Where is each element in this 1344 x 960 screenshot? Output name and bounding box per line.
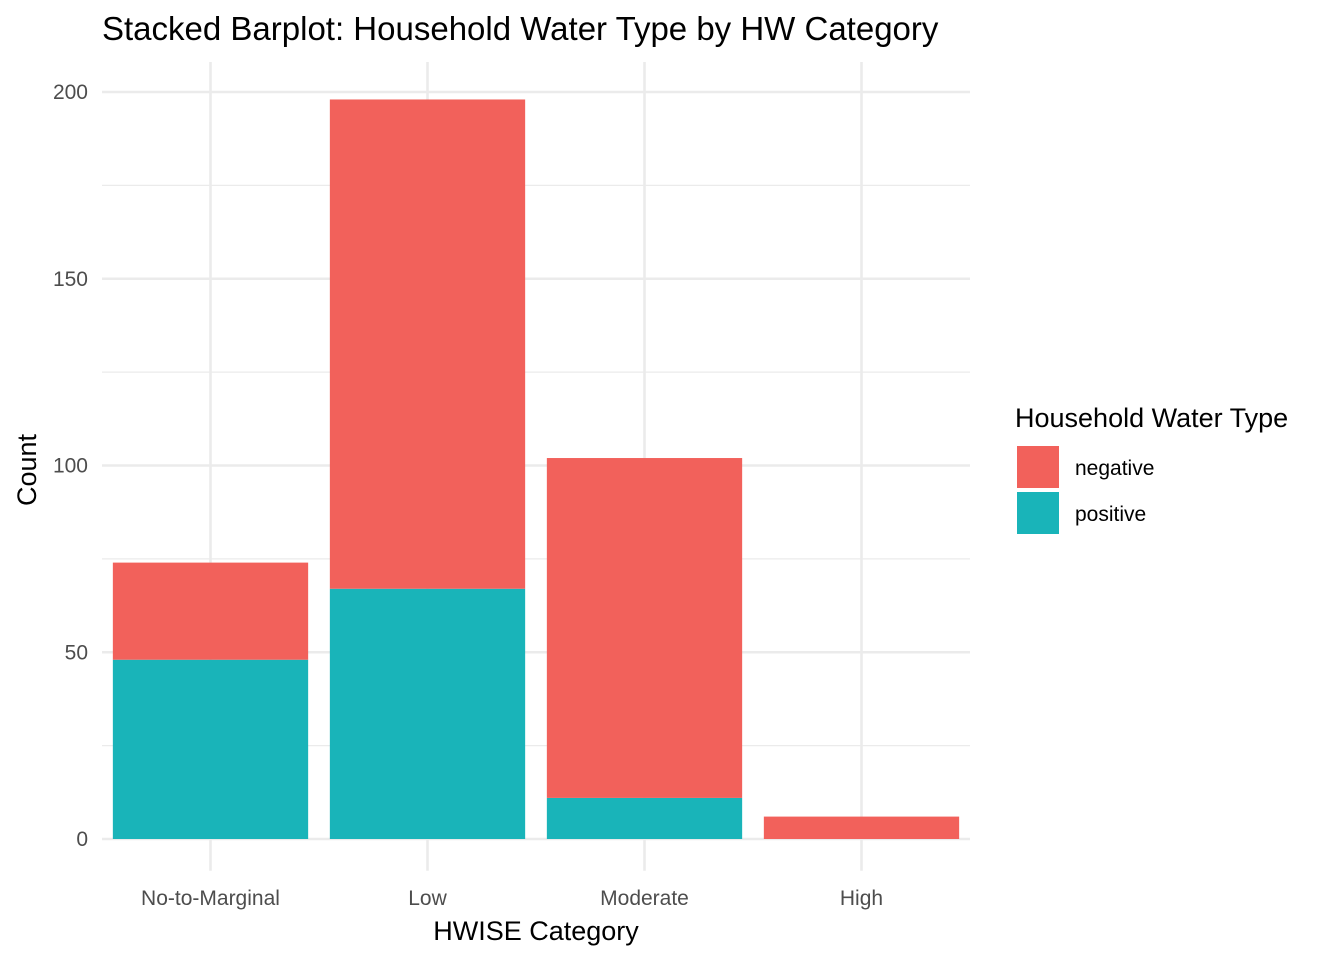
x-tick-label: High [840,887,883,910]
bar-positive-moderate [546,797,743,839]
bar-negative-moderate [546,458,743,798]
bar-negative-low [329,99,526,589]
legend-key-positive [1017,492,1059,534]
x-tick-label: Moderate [600,887,689,910]
legend-label-positive: positive [1075,503,1146,526]
y-tick-label: 0 [76,828,88,851]
legend-title: Household Water Type [1015,403,1288,433]
bars [112,99,960,839]
bar-negative-high [763,816,960,839]
x-axis-ticks: No-to-Marginal Low Moderate High [141,887,883,910]
x-tick-label: No-to-Marginal [141,887,280,910]
bar-positive-no-to-marginal [112,659,309,839]
y-tick-label: 100 [53,455,88,478]
y-axis-title: Count [12,433,42,506]
y-axis-ticks: 0 50 100 150 200 [53,81,88,851]
legend-label-negative: negative [1075,457,1154,480]
chart-title: Stacked Barplot: Household Water Type by… [102,10,939,47]
bar-negative-no-to-marginal [112,562,309,660]
y-tick-label: 200 [53,81,88,104]
y-tick-label: 150 [53,268,88,291]
legend: Household Water Type negative positive [1015,403,1288,534]
bar-positive-low [329,588,526,839]
y-tick-label: 50 [65,641,88,664]
legend-key-negative [1017,446,1059,488]
x-axis-title: HWISE Category [433,916,639,946]
x-tick-label: Low [408,887,447,910]
